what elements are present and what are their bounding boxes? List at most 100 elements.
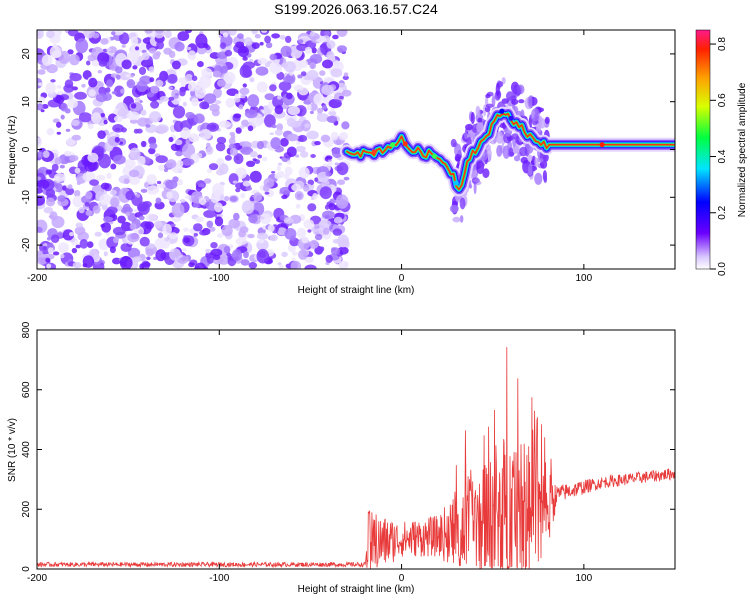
- x-tick-label: 100: [576, 573, 593, 584]
- noise-blob: [67, 184, 73, 190]
- noise-blob: [62, 185, 67, 191]
- noise-blob: [216, 136, 227, 145]
- noise-blob: [114, 136, 120, 143]
- ridge-scatter: [543, 175, 548, 183]
- noise-blob: [158, 183, 166, 189]
- noise-blob: [60, 254, 65, 259]
- noise-blob: [269, 132, 274, 135]
- noise-blob: [50, 234, 60, 243]
- noise-blob: [249, 170, 262, 183]
- noise-blob: [177, 179, 184, 186]
- colorbar-label: Normalized spectral amplitude: [737, 82, 748, 217]
- noise-blob: [210, 193, 220, 204]
- ridge-scatter: [527, 154, 533, 162]
- noise-blob: [303, 219, 315, 229]
- noise-blob: [338, 132, 349, 141]
- noise-blob: [223, 245, 231, 254]
- noise-blob: [277, 170, 285, 179]
- noise-blob: [108, 46, 117, 54]
- noise-blob: [235, 238, 248, 246]
- noise-blob: [132, 256, 142, 263]
- noise-blob: [240, 192, 246, 199]
- noise-blob: [247, 233, 255, 239]
- ridge-scatter: [454, 143, 462, 158]
- noise-blob: [264, 93, 275, 101]
- noise-blob: [249, 196, 255, 202]
- noise-blob: [111, 31, 116, 36]
- noise-blob: [336, 179, 346, 185]
- noise-blob: [69, 155, 79, 162]
- noise-blob: [45, 169, 52, 175]
- x-tick-label: 100: [576, 273, 593, 284]
- noise-blob: [337, 246, 349, 255]
- noise-blob: [333, 216, 343, 224]
- ridge-scatter: [482, 168, 490, 179]
- noise-blob: [199, 129, 212, 140]
- noise-blob: [249, 151, 258, 158]
- noise-blob: [86, 241, 94, 249]
- noise-blob: [127, 233, 140, 243]
- y-tick-label: 600: [21, 381, 32, 398]
- noise-blob: [120, 88, 125, 94]
- noise-blob: [69, 54, 80, 66]
- noise-blob: [191, 75, 198, 82]
- noise-blob: [137, 117, 149, 127]
- x-tick-label: -200: [27, 273, 47, 284]
- noise-blob: [253, 192, 263, 202]
- noise-blob: [42, 245, 48, 251]
- noise-blob: [230, 134, 236, 140]
- noise-blob: [129, 147, 141, 160]
- noise-blob: [69, 73, 82, 82]
- ridge-scatter: [518, 99, 525, 104]
- noise-blob: [269, 53, 277, 61]
- noise-blob: [37, 187, 43, 194]
- noise-blob: [110, 197, 119, 208]
- noise-blob: [330, 68, 343, 78]
- noise-blob: [245, 186, 253, 191]
- noise-blob: [209, 103, 220, 112]
- noise-blob: [214, 216, 224, 227]
- noise-blob: [37, 137, 42, 147]
- noise-blob: [334, 162, 340, 166]
- noise-blob: [92, 205, 101, 214]
- noise-blob: [74, 91, 87, 100]
- y-tick-label: 0: [21, 146, 32, 152]
- noise-blob: [280, 137, 289, 147]
- noise-blob: [309, 53, 323, 64]
- noise-blob: [46, 263, 52, 269]
- noise-blob: [217, 256, 230, 265]
- noise-blob: [336, 30, 348, 37]
- noise-blob: [71, 119, 80, 127]
- noise-blob: [240, 146, 254, 155]
- noise-blob: [37, 151, 44, 159]
- noise-blob: [328, 161, 333, 167]
- noise-blob: [169, 248, 182, 261]
- noise-blob: [120, 206, 133, 214]
- ridge-scatter: [450, 138, 457, 148]
- noise-blob: [218, 120, 231, 128]
- noise-blob: [304, 264, 317, 269]
- noise-blob: [60, 114, 65, 120]
- noise-blob: [164, 30, 172, 39]
- noise-blob: [138, 215, 145, 221]
- noise-blob: [298, 166, 310, 179]
- noise-blob: [301, 236, 309, 244]
- noise-blob: [74, 167, 81, 174]
- noise-blob: [277, 262, 282, 266]
- noise-blob: [257, 57, 268, 65]
- noise-blob: [319, 70, 326, 76]
- noise-blob: [303, 75, 312, 81]
- noise-blob: [332, 99, 342, 108]
- noise-blob: [140, 109, 147, 116]
- noise-blob: [233, 212, 240, 221]
- noise-blob: [206, 142, 211, 148]
- noise-blob: [63, 206, 68, 210]
- noise-blob: [220, 42, 227, 49]
- noise-blob: [314, 141, 321, 146]
- noise-blob: [270, 137, 282, 150]
- noise-blob: [309, 103, 318, 112]
- noise-blob: [298, 87, 309, 96]
- noise-blob: [88, 77, 98, 88]
- noise-blob: [205, 146, 214, 155]
